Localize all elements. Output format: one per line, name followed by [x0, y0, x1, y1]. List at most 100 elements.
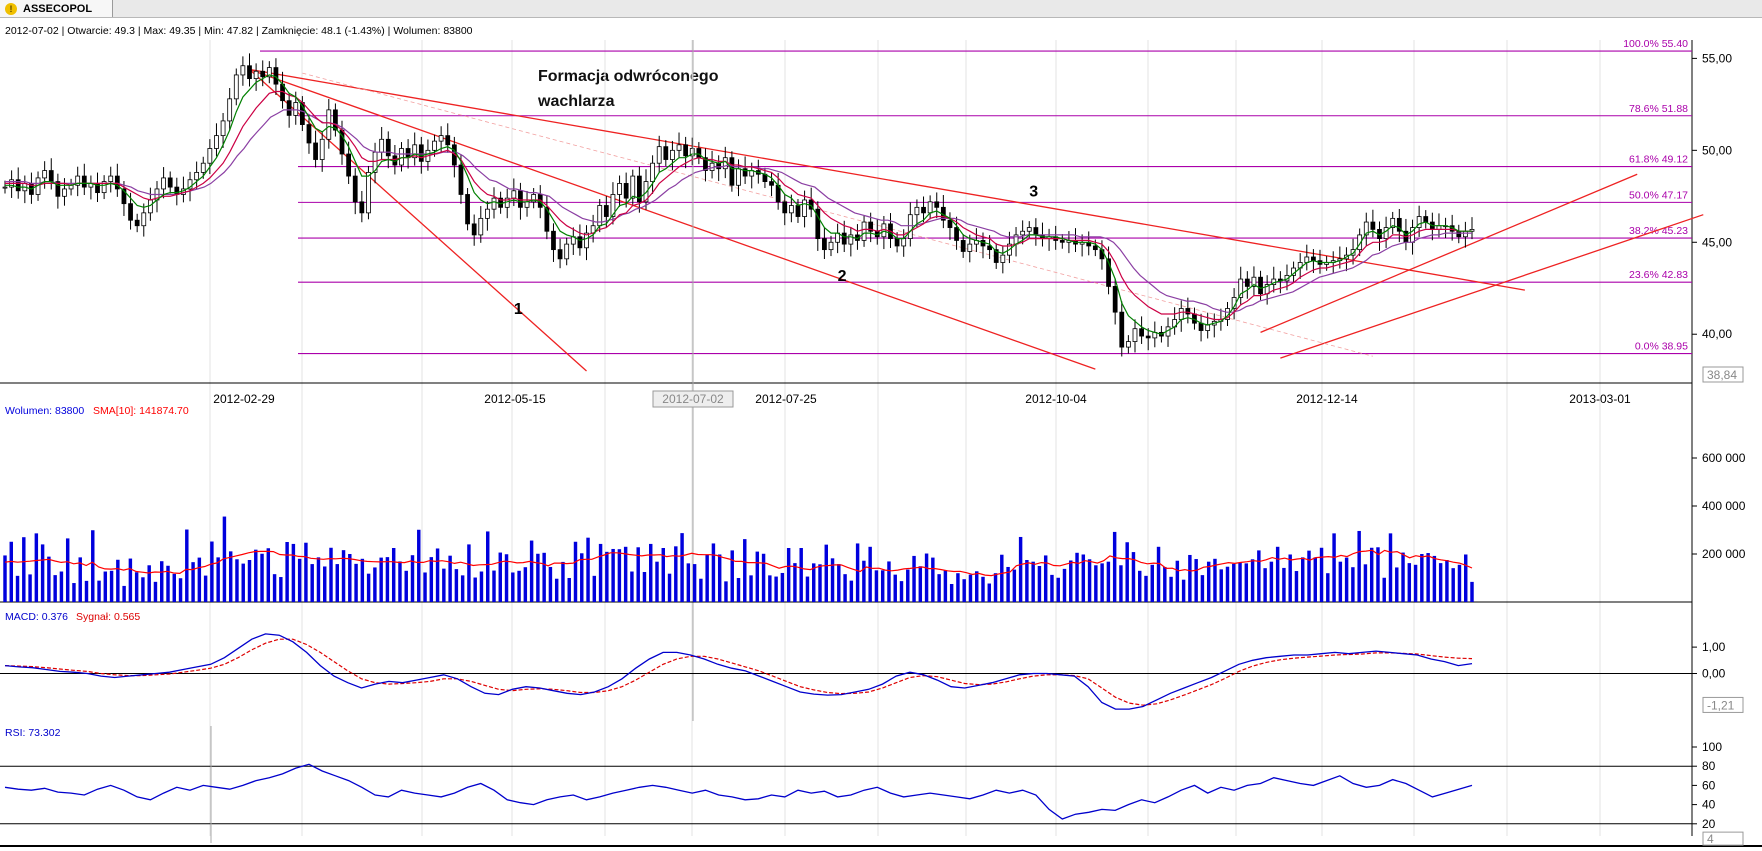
volume-bar	[906, 569, 910, 602]
candle-body	[617, 183, 622, 195]
candle-body	[214, 135, 219, 149]
trend-line	[249, 68, 587, 372]
fibonacci-label: 38.2% 45.23	[1629, 225, 1688, 237]
candle-body	[769, 181, 774, 186]
volume-bar	[53, 575, 57, 602]
volume-bar	[1288, 554, 1292, 602]
volume-bar	[667, 573, 672, 602]
volume-bar	[1351, 567, 1355, 602]
volume-bar	[561, 561, 565, 602]
volume-tick-label: 200 000	[1702, 547, 1746, 561]
candle-body	[445, 135, 451, 146]
volume-bar	[498, 552, 502, 602]
volume-bar	[47, 556, 51, 602]
candle-body	[293, 102, 299, 116]
candle-body	[584, 232, 589, 249]
volume-bar	[379, 557, 383, 602]
candle-body	[399, 148, 404, 166]
volume-bar	[316, 557, 321, 602]
trend-line	[302, 72, 1373, 357]
macd-line	[4, 633, 1473, 710]
volume-bar	[975, 571, 979, 602]
volume-bar	[84, 580, 89, 602]
candle-body	[352, 175, 358, 203]
volume-bar	[1432, 555, 1437, 602]
fibonacci-label: 0.0% 38.95	[1635, 341, 1688, 353]
candle-body	[187, 179, 193, 190]
y-tick-label: 55,00	[1702, 51, 1732, 65]
volume-bar	[1269, 561, 1274, 602]
volume-bar	[567, 578, 571, 602]
volume-bar	[780, 572, 785, 602]
volume-bar	[1094, 565, 1098, 602]
candle-body	[200, 162, 206, 173]
x-tick-label: 2013-03-01	[1569, 392, 1631, 406]
volume-bar	[1395, 567, 1399, 602]
volume-bar	[1200, 575, 1205, 602]
volume-bar	[366, 573, 371, 602]
volume-bar	[1087, 559, 1092, 602]
volume-bar	[799, 548, 803, 602]
volume-bar	[1244, 563, 1249, 602]
volume-bar	[1075, 552, 1079, 602]
volume-bar	[542, 552, 546, 602]
volume-bar	[1125, 542, 1129, 602]
candle-body	[927, 201, 933, 214]
volume-bar	[623, 546, 628, 602]
tab-assecopol[interactable]: ! ASSECOPOL	[0, 0, 113, 17]
candle-body	[1033, 227, 1039, 236]
tab-label: ASSECOPOL	[23, 2, 93, 15]
volume-bar	[1407, 563, 1412, 602]
candle-body	[689, 148, 695, 157]
volume-bar	[1238, 562, 1242, 602]
volume-bar	[329, 547, 333, 602]
volume-bar	[417, 529, 421, 602]
candle-body	[458, 164, 464, 195]
volume-bar	[40, 544, 45, 602]
candle-body	[1139, 328, 1144, 337]
candle-body	[1456, 230, 1462, 238]
rsi-line	[4, 763, 1473, 820]
rsi-tick-label: 60	[1702, 778, 1716, 792]
candle-body	[597, 205, 603, 227]
volume-bar	[285, 542, 289, 602]
candle-body	[1125, 341, 1131, 348]
volume-bar	[1319, 547, 1324, 602]
y-tick-label: 40,00	[1702, 327, 1732, 341]
candle-body	[438, 135, 444, 142]
volume-bar	[492, 570, 496, 602]
volume-bar	[586, 537, 590, 602]
volume-bar	[1018, 536, 1023, 602]
candle-body	[432, 140, 437, 151]
candle-body	[485, 208, 490, 219]
candle-body	[531, 194, 537, 203]
volume-bar	[855, 543, 860, 602]
volume-bar	[122, 585, 126, 602]
volume-bar	[573, 541, 578, 602]
volume-bar	[1213, 558, 1217, 602]
volume-bar	[636, 547, 640, 602]
volume-bar	[724, 581, 728, 602]
macd-last-label: -1,21	[1707, 698, 1735, 712]
candle-body	[412, 144, 418, 159]
candle-body	[465, 194, 470, 225]
volume-bar	[103, 571, 108, 602]
volume-bar	[1012, 569, 1017, 602]
volume-bar	[774, 576, 778, 602]
volume-bar	[222, 516, 227, 602]
volume-bar	[598, 543, 603, 602]
volume-bar	[868, 546, 872, 602]
candle-body	[1119, 311, 1125, 348]
candle-body	[306, 124, 312, 144]
volume-bar	[78, 557, 82, 602]
last-price-box	[1702, 366, 1744, 383]
candle-body	[366, 171, 371, 214]
volume-bar	[1257, 550, 1261, 602]
volume-tick-label: 600 000	[1702, 451, 1746, 465]
volume-bar	[460, 575, 465, 602]
volume-bar	[147, 565, 151, 602]
volume-bar	[1369, 547, 1374, 602]
macd-label: MACD: 0.376	[5, 611, 68, 623]
volume-bar	[260, 553, 264, 602]
candle-body	[1145, 335, 1151, 339]
